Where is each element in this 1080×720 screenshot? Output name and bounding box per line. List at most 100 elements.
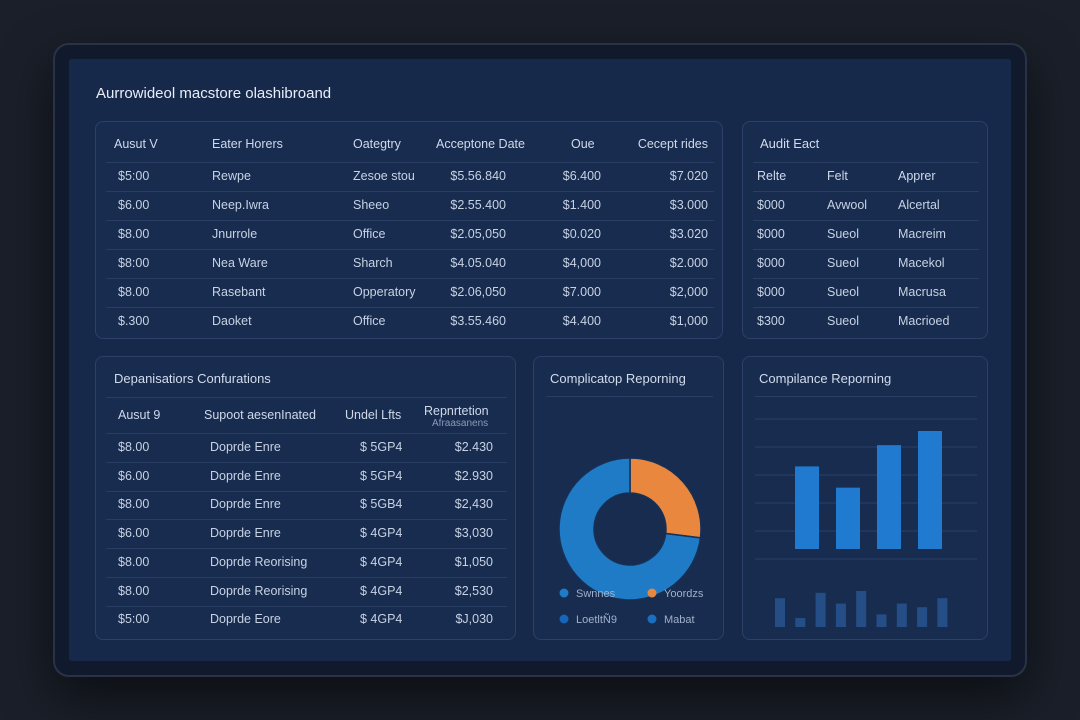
config-table-cell: $8.00: [118, 497, 150, 512]
audit-table-header: Felt: [827, 169, 848, 183]
audit-table-cell: Sueol: [827, 285, 859, 299]
config-table-header: Undel Lfts: [345, 408, 402, 422]
legend-swatch: [559, 588, 569, 598]
audit-table-title-divider: [753, 162, 979, 163]
audit-table-cell: $000: [757, 256, 785, 270]
config-table-row-divider: [106, 462, 507, 463]
bar-mini: [775, 591, 948, 627]
config-table-cell: $8.00: [118, 583, 150, 598]
legend-label: Swnnes: [576, 588, 616, 600]
config-table-cell: $1,050: [454, 554, 493, 569]
donut-legend: Swnnes Yoordzs LoetltÑ9 Mabat: [559, 588, 704, 626]
legend-label: LoetltÑ9: [576, 613, 617, 626]
mini-bar: [896, 603, 907, 627]
bar: [877, 445, 901, 549]
config-table-cell: Doprde Reorising: [210, 583, 308, 598]
audit-table-cell: Macrioed: [898, 314, 950, 328]
main-table-cell: $4,000: [562, 256, 601, 270]
mini-bar: [917, 607, 928, 627]
main-table-row-divider: [106, 278, 714, 279]
main-table-header-divider: [106, 162, 714, 163]
config-table-cell: $J,030: [455, 612, 493, 627]
config-table-cell: $2,530: [454, 583, 493, 598]
audit-card: Audit Eact Relte Felt Apprer $000 Avwool Alce…: [742, 121, 988, 339]
main-table-cell: $5:00: [118, 169, 150, 183]
donut-card-divider: [546, 396, 713, 397]
device-frame: Aurrowideol macstore olashibroand Ausut …: [53, 43, 1027, 677]
main-table-cell: $3.55.460: [450, 314, 506, 328]
config-table-cell: $5:00: [118, 612, 150, 627]
audit-table-header: Relte: [757, 169, 787, 183]
main-table-cell: Neep.Iwra: [212, 198, 269, 212]
config-table-title-divider: [106, 397, 507, 398]
audit-table-row-divider: [753, 249, 979, 250]
main-table-header: Ausut V: [114, 137, 158, 151]
main-table-cell: Rewpe: [212, 169, 251, 183]
main-table-cell: $1,000: [669, 314, 708, 328]
donut-card: Complicatop Reporning Swnnes Yoordzs Loetl…: [533, 356, 724, 640]
legend-swatch: [559, 614, 569, 624]
audit-table-cell: Alcertal: [898, 198, 940, 212]
config-table-header: Ausut 9: [118, 408, 161, 422]
config-table-header: Repnrtetion: [424, 404, 489, 418]
main-table-header: Oue: [571, 137, 595, 151]
config-table-cell: $ 5GB4: [360, 497, 403, 512]
config-card-title: Depanisatiors Confurations: [114, 371, 271, 386]
main-table-cell: Rasebant: [212, 285, 266, 299]
donut-chart: Swnnes Yoordzs LoetltÑ9 Mabat: [558, 457, 704, 626]
config-table-header-sub: Afraasanens: [432, 418, 489, 429]
bar-card: Compilance Reporning: [742, 356, 988, 640]
bar: [836, 487, 860, 549]
dashboard-screen: Aurrowideol macstore olashibroand Ausut …: [69, 59, 1011, 661]
config-table-cell: $2.430: [454, 440, 493, 454]
main-table-cell: $1.400: [562, 198, 601, 212]
main-table-cell: Opperatory: [353, 285, 416, 299]
main-table-header: Cecept rides: [637, 137, 708, 151]
config-table-cell: Doprde Reorising: [210, 554, 308, 569]
audit-table-cell: $000: [757, 227, 785, 241]
mini-bar: [795, 618, 806, 627]
bar-main: [795, 431, 942, 549]
audit-table-cell: Sueol: [827, 256, 859, 270]
config-table-header-divider: [106, 433, 507, 434]
config-table-cell: $2.930: [454, 468, 493, 483]
config-table-row-divider: [106, 605, 507, 607]
config-table-cell: $ 4GP4: [360, 583, 403, 598]
config-table-cell: $3,030: [454, 526, 493, 541]
config-table-row-divider: [106, 490, 507, 492]
main-table-cell: $.300: [118, 314, 150, 328]
main-table-cell: $7.000: [562, 285, 601, 299]
config-table-cell: Doprde Enre: [210, 468, 281, 483]
config-table-cell: Doprde Enre: [210, 440, 281, 454]
main-table-cell: Daoket: [212, 314, 252, 328]
page-title: Aurrowideol macstore olashibroand: [96, 85, 332, 102]
config-table-cell: $ 4GP4: [360, 554, 403, 569]
config-table-row-divider: [106, 576, 507, 578]
main-table-cell: Office: [353, 227, 386, 241]
config-table-cell: $2,430: [454, 497, 493, 512]
config-table-cell: $8.00: [118, 440, 150, 454]
main-table-row-divider: [106, 191, 714, 192]
config-table-cell: Doprde Enre: [210, 526, 281, 541]
audit-card-title: Audit Eact: [760, 136, 820, 151]
audit-table-cell: Avwool: [827, 198, 868, 212]
main-table-row-divider: [106, 249, 714, 250]
main-table-cell: $8:00: [118, 256, 150, 270]
config-table-cell: Doprde Enre: [210, 497, 281, 512]
audit-table-cell: $000: [757, 285, 785, 299]
config-table-cell: $ 5GP4: [360, 440, 403, 454]
legend-swatch: [647, 588, 657, 598]
audit-table-cell: $000: [757, 198, 785, 212]
config-table-cell: $6.00: [118, 526, 150, 541]
audit-table-header-divider: [753, 191, 979, 192]
main-table-cell: $0.020: [562, 227, 601, 241]
main-table-cell: $4.05.040: [450, 256, 506, 270]
main-table-cell: $3.000: [669, 198, 708, 212]
bar-grid: [755, 418, 977, 560]
audit-table-cell: Sueol: [827, 314, 859, 328]
main-table-cell: $4.400: [562, 314, 601, 328]
main-table-cell: $6.00: [118, 198, 150, 212]
main-table-cell: $2,000: [669, 285, 708, 299]
donut-slice-yoordzs: [629, 457, 702, 539]
legend-label: Mabat: [664, 614, 695, 626]
